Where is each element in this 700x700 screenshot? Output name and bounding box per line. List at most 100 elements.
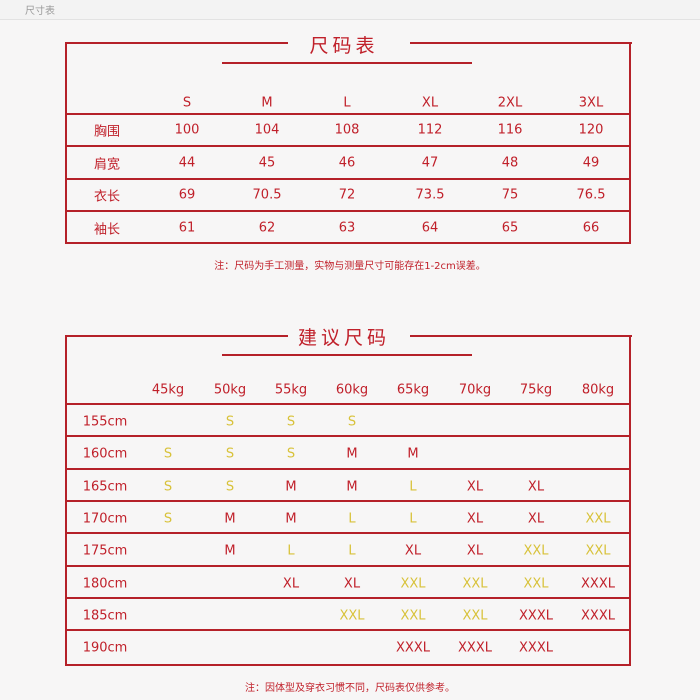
recommended-size: M <box>346 479 358 495</box>
row-label: 袖长 <box>93 222 121 237</box>
weight-header: 60kg <box>335 382 369 398</box>
frame-line <box>65 335 288 337</box>
recommended-size: M <box>285 511 297 527</box>
row-divider <box>67 629 629 632</box>
row-divider <box>67 435 629 438</box>
size-value: 100 <box>174 122 200 138</box>
row-divider <box>67 467 629 470</box>
recommended-size: S <box>286 446 296 462</box>
recommended-size: M <box>407 446 419 462</box>
recommend-note: 注：因体型及穿衣习惯不同，尺码表仅供参考。 <box>245 683 455 694</box>
size-value: 48 <box>501 155 519 170</box>
recommended-size: L <box>287 543 295 559</box>
size-value: 120 <box>578 122 604 138</box>
recommended-size: S <box>225 479 235 495</box>
weight-header: 65kg <box>396 382 430 398</box>
recommended-size: XL <box>282 576 300 591</box>
recommended-size: XXL <box>462 608 488 624</box>
height-label: 165cm <box>82 479 128 495</box>
size-header: S <box>182 95 192 111</box>
weight-header: 55kg <box>274 382 308 398</box>
frame-line <box>65 42 288 44</box>
size-header: XL <box>421 95 439 111</box>
weight-header: 80kg <box>581 382 615 398</box>
size-value: 44 <box>178 155 196 170</box>
size-value: 70.5 <box>252 187 282 203</box>
weight-header: 70kg <box>458 382 492 398</box>
size-value: 116 <box>497 122 523 138</box>
size-value: 62 <box>258 220 276 235</box>
size-value: 69 <box>178 187 196 203</box>
size-value: 64 <box>421 220 439 235</box>
recommended-size: XXXL <box>458 640 492 656</box>
recommended-size: M <box>346 446 358 462</box>
recommended-size: XL <box>466 511 484 527</box>
height-label: 180cm <box>82 576 128 591</box>
recommended-size: S <box>163 479 173 495</box>
size-value: 65 <box>501 220 519 235</box>
height-label: 170cm <box>82 511 128 527</box>
recommended-size: XXXL <box>581 608 615 624</box>
tab-size-chart[interactable]: 尺寸表 <box>25 6 55 17</box>
recommended-size: XL <box>404 543 422 559</box>
row-divider <box>67 145 629 147</box>
size-chart-note: 注：尺码为手工测量，实物与测量尺寸可能存在1-2cm误差。 <box>214 261 486 272</box>
title-underline <box>222 354 472 356</box>
recommended-size: XL <box>466 479 484 495</box>
row-divider <box>67 596 629 599</box>
recommended-size: S <box>347 414 357 430</box>
recommended-size: M <box>224 543 236 559</box>
row-divider <box>67 178 629 180</box>
recommended-size: S <box>163 446 173 462</box>
weight-header: 75kg <box>519 382 553 398</box>
recommended-size: XXL <box>462 576 488 591</box>
recommended-size: S <box>225 446 235 462</box>
size-value: 45 <box>258 155 276 170</box>
height-label: 155cm <box>82 414 128 430</box>
recommended-size: XXL <box>523 543 549 559</box>
recommended-size: XXL <box>523 576 549 591</box>
recommended-size: XXXL <box>519 640 553 656</box>
recommended-size: L <box>409 511 417 527</box>
recommended-size: L <box>348 511 356 527</box>
size-chart-table: S M L XL 2XL 3XL 胸围 100 104 108 112 116 120 肩宽 44 45 46 4… <box>65 42 631 244</box>
recommend-table: 45kg 50kg 55kg 60kg 65kg 70kg 75kg 80kg 155cm S S S… <box>65 335 631 666</box>
recommended-size: XXL <box>400 608 426 624</box>
row-label: 胸围 <box>93 124 121 140</box>
row-divider <box>67 532 629 535</box>
row-divider <box>67 403 629 405</box>
recommended-size: L <box>409 479 417 495</box>
size-value: 76.5 <box>576 187 606 203</box>
height-label: 185cm <box>82 608 128 624</box>
size-value: 61 <box>178 220 196 235</box>
recommended-size: S <box>163 511 173 527</box>
size-value: 73.5 <box>415 187 445 203</box>
frame-line <box>410 42 632 44</box>
recommended-size: S <box>286 414 296 430</box>
weight-header: 50kg <box>213 382 247 398</box>
weight-header: 45kg <box>151 382 185 398</box>
height-label: 160cm <box>82 446 128 462</box>
recommended-size: L <box>348 543 356 559</box>
size-value: 104 <box>254 122 280 138</box>
size-header: 2XL <box>497 95 523 111</box>
size-value: 49 <box>582 155 600 170</box>
recommended-size: M <box>224 511 236 527</box>
size-value: 47 <box>421 155 439 170</box>
row-divider <box>67 210 629 212</box>
recommended-size: XXL <box>339 608 365 624</box>
recommended-size: XXXL <box>396 640 430 656</box>
size-value: 46 <box>338 155 356 170</box>
recommended-size: XXXL <box>519 608 553 624</box>
recommended-size: XXXL <box>581 576 615 591</box>
row-label: 肩宽 <box>93 157 121 172</box>
recommended-size: XXL <box>585 511 611 527</box>
height-label: 190cm <box>82 640 128 656</box>
size-header: L <box>343 95 351 111</box>
recommended-size: XL <box>527 511 545 527</box>
row-label: 衣长 <box>93 189 121 205</box>
row-divider <box>67 499 629 502</box>
recommend-title: 建议尺码 <box>297 327 390 349</box>
recommended-size: XL <box>527 479 545 495</box>
size-value: 66 <box>582 220 600 235</box>
